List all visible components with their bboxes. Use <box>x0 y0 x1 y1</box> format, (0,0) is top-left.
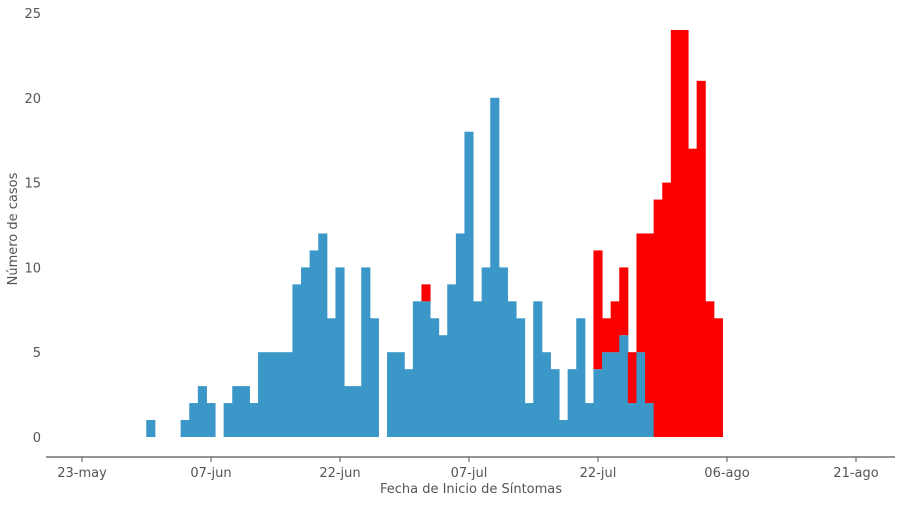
bar-blue <box>550 369 560 437</box>
bar-blue <box>326 318 336 437</box>
y-tick-label: 10 <box>24 261 41 276</box>
bar-red <box>670 29 680 438</box>
bar-blue <box>301 267 311 437</box>
y-tick-label: 0 <box>33 431 41 446</box>
bar-blue <box>180 420 190 437</box>
y-tick-label: 20 <box>24 92 41 107</box>
bar-red <box>662 182 672 437</box>
bar-blue <box>223 403 233 437</box>
bar-blue <box>292 284 302 437</box>
bar-blue <box>498 267 508 437</box>
bar-blue <box>197 386 207 437</box>
bar-blue <box>249 403 259 437</box>
ticks-layer: 0 5 10 15 20 25 23-may 07-jun 22-jun 07-jul 22-jul… <box>24 7 878 481</box>
bar-blue <box>206 403 216 437</box>
bar-blue <box>395 352 405 437</box>
bar-blue <box>593 369 603 437</box>
bar-blue <box>533 301 543 437</box>
bar-blue <box>576 318 586 437</box>
bar-red <box>696 80 706 437</box>
bar-blue <box>344 386 354 437</box>
bar-blue <box>447 284 457 437</box>
bar-blue <box>283 352 293 437</box>
bar-blue <box>507 301 517 437</box>
bar-red <box>713 318 723 437</box>
y-axis-title: Número de casos <box>6 172 21 285</box>
bar-blue <box>421 301 431 437</box>
bar-blue <box>481 267 491 437</box>
x-tick-label: 22-jul <box>580 466 617 481</box>
bar-blue <box>387 352 397 437</box>
bar-blue <box>464 131 474 437</box>
x-tick-label: 07-jun <box>190 466 231 481</box>
bar-blue <box>645 403 655 437</box>
bar-blue <box>352 386 362 437</box>
x-axis-title: Fecha de Inicio de Síntomas <box>380 482 562 497</box>
bar-blue <box>455 233 465 437</box>
bar-red <box>602 318 612 353</box>
bar-blue <box>602 352 612 437</box>
y-tick-label: 5 <box>33 346 41 361</box>
bar-red <box>593 250 603 370</box>
x-tick-label: 23-may <box>57 466 107 481</box>
bar-red <box>645 233 655 404</box>
bars-layer <box>146 29 723 438</box>
bar-blue <box>146 420 156 437</box>
bar-red <box>627 352 637 404</box>
bar-blue <box>412 301 422 437</box>
bar-blue <box>636 352 646 437</box>
bar-blue <box>266 352 276 437</box>
bar-blue <box>240 386 250 437</box>
y-tick-label: 15 <box>24 177 41 192</box>
bar-blue <box>490 97 500 438</box>
bar-blue <box>619 335 629 437</box>
bar-red <box>688 148 698 437</box>
bar-blue <box>627 403 637 437</box>
bar-blue <box>567 369 577 437</box>
bar-red <box>705 301 715 437</box>
bar-blue <box>361 267 371 437</box>
bar-red <box>619 267 629 336</box>
bar-blue <box>189 403 199 437</box>
bar-blue <box>258 352 268 437</box>
bar-blue <box>430 318 440 437</box>
y-tick-label: 25 <box>24 7 41 22</box>
x-tick-label: 07-jul <box>451 466 488 481</box>
bar-blue <box>473 301 483 437</box>
bar-red <box>636 233 646 353</box>
x-tick-label: 21-ago <box>833 466 878 481</box>
bar-blue <box>335 267 345 437</box>
bar-blue <box>524 403 534 437</box>
bar-blue <box>232 386 242 437</box>
bar-red <box>610 301 620 353</box>
bar-blue <box>610 352 620 437</box>
bar-red <box>421 284 431 302</box>
bar-blue <box>516 318 526 437</box>
bar-blue <box>275 352 285 437</box>
bar-blue <box>369 318 379 437</box>
x-tick-label: 06-ago <box>704 466 749 481</box>
x-tick-label: 22-jun <box>319 466 360 481</box>
bar-red <box>653 199 663 437</box>
bar-blue <box>541 352 551 437</box>
bar-blue <box>318 233 328 437</box>
bar-blue <box>559 420 569 437</box>
bar-blue <box>404 369 414 437</box>
bar-blue <box>309 250 319 437</box>
bar-blue <box>438 335 448 437</box>
bar-red <box>679 29 689 438</box>
bar-blue <box>584 403 594 437</box>
